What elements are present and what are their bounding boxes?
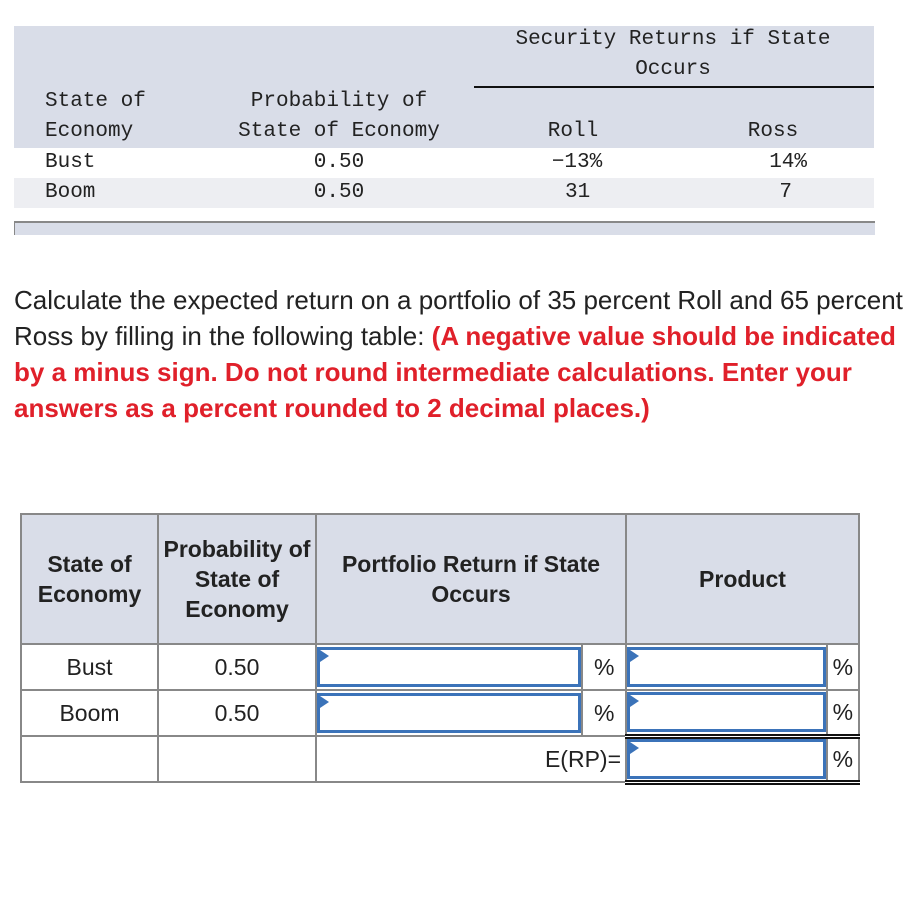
cell-prob: 0.50 (157, 643, 317, 691)
group-header-line2: Occurs (635, 58, 711, 81)
col-ross: Ross (747, 120, 799, 143)
cell-state: Bust (45, 151, 96, 174)
question-instructions: (A negative value should be indicated by… (14, 321, 896, 423)
header-prob: Probability of State of Economy (157, 513, 317, 645)
cell-roll: −13% (551, 151, 603, 174)
expected-return-input[interactable] (627, 739, 826, 779)
percent-unit: % (581, 689, 627, 737)
given-table-header: Security Returns if State Occurs State o… (14, 26, 874, 148)
answer-table-header: State of Economy Probability of State of… (20, 513, 860, 645)
group-header-underline (474, 86, 874, 88)
cell-roll: 31 (565, 181, 591, 204)
col-roll: Roll (547, 120, 599, 143)
cell-state: Boom (20, 689, 159, 737)
table-row: Bust 0.50 % % (20, 643, 861, 691)
question-text: Calculate the expected return on a portf… (14, 282, 914, 426)
cell-prob: 0.50 (157, 689, 317, 737)
percent-unit: % (825, 735, 861, 785)
col-prob-line2: State of Economy (238, 120, 440, 143)
total-row: E(RP)= % (20, 735, 861, 785)
group-header-line1: Security Returns if State (515, 28, 831, 51)
percent-unit: % (581, 643, 627, 691)
bust-return-input[interactable] (317, 647, 582, 687)
header-product: Product (625, 513, 860, 645)
header-portfolio-return: Portfolio Return if State Occurs (315, 513, 627, 645)
boom-return-input[interactable] (317, 693, 582, 733)
cell-prob: 0.50 (313, 151, 365, 174)
question-prompt: Calculate the expected return on a portf… (14, 285, 903, 351)
col-state-line1: State of (45, 90, 146, 113)
cell-state: Bust (20, 643, 159, 691)
divider-bar (14, 221, 875, 235)
col-prob-line1: Probability of (250, 90, 428, 113)
cell-ross: 7 (779, 181, 792, 204)
bust-product-input[interactable] (627, 647, 826, 687)
percent-unit: % (825, 643, 861, 691)
answer-table: State of Economy Probability of State of… (20, 513, 861, 785)
table-row: Boom 0.50 % % (20, 689, 861, 739)
table-row: Bust 0.50 −13% 14% (14, 148, 874, 178)
table-row: Boom 0.50 31 7 (14, 178, 874, 208)
boom-product-input[interactable] (627, 692, 826, 733)
expected-return-label: E(RP)= (315, 735, 627, 783)
empty-cell (20, 735, 159, 783)
percent-unit: % (825, 689, 861, 739)
given-returns-table: Security Returns if State Occurs State o… (14, 26, 874, 208)
cell-state: Boom (45, 181, 96, 204)
cell-prob: 0.50 (313, 181, 365, 204)
header-state: State of Economy (20, 513, 159, 645)
col-state-line2: Economy (45, 120, 134, 143)
cell-ross: 14% (769, 151, 807, 174)
empty-cell (157, 735, 317, 783)
